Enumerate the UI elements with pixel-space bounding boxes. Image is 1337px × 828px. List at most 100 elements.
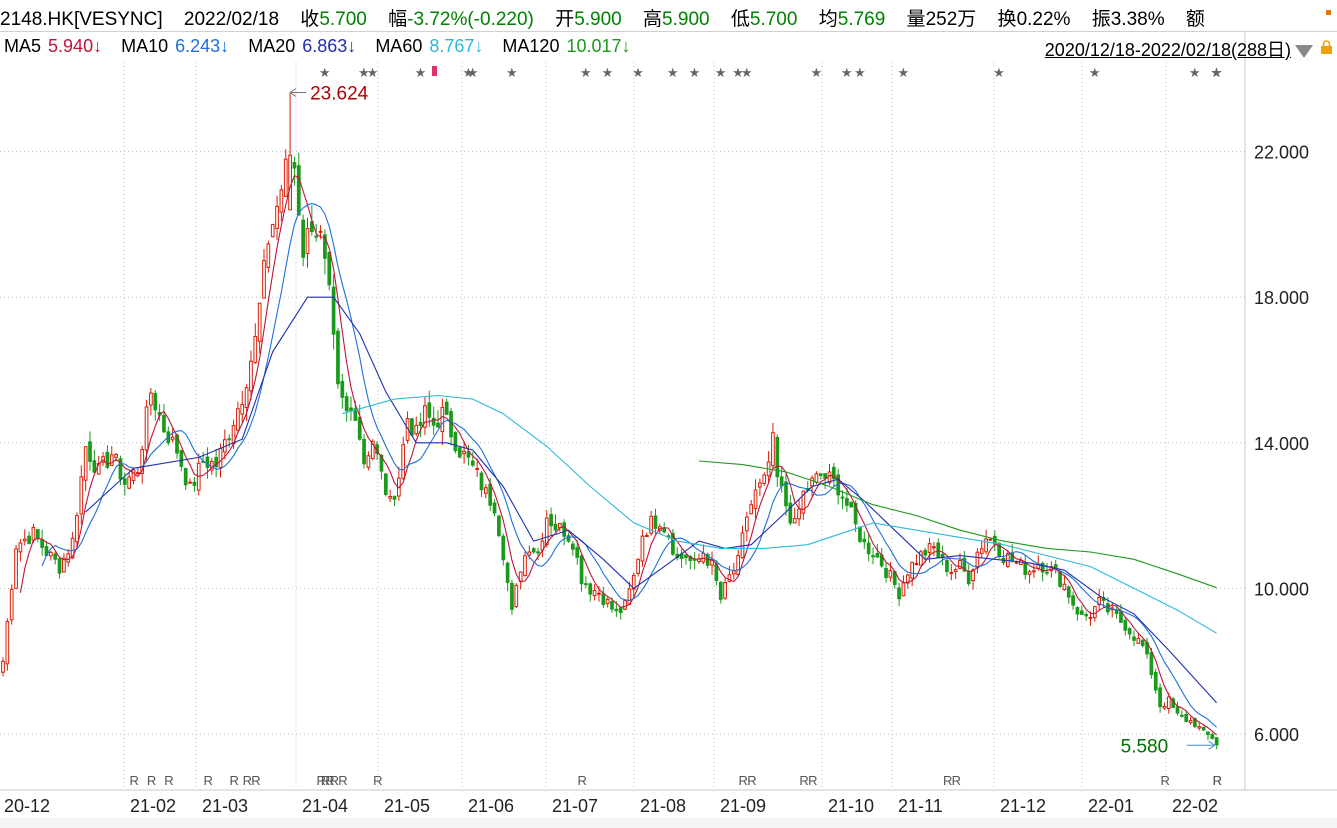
- candle-body: [792, 517, 797, 524]
- candle-body: [566, 535, 571, 542]
- overflow-indicator-icon: [1326, 10, 1331, 15]
- x-tick-label: 21-10: [828, 796, 874, 816]
- candle-body: [718, 581, 723, 600]
- candle-body: [462, 450, 466, 455]
- r-marker: R: [330, 773, 339, 788]
- candle-body: [427, 402, 432, 418]
- candle-body: [610, 601, 614, 610]
- candle-body: [788, 502, 793, 524]
- ma5-line: [19, 174, 1217, 736]
- triangle-down-icon[interactable]: [1295, 44, 1313, 58]
- candle-body: [292, 161, 297, 169]
- candle-body: [627, 588, 632, 605]
- r-marker: R: [747, 773, 756, 788]
- x-tick-label: 21-12: [1000, 796, 1046, 816]
- low-value: 5.700: [749, 9, 798, 30]
- candle-body: [1058, 571, 1062, 587]
- candle-body: [88, 441, 92, 462]
- r-marker: R: [739, 773, 748, 788]
- candle-body: [18, 542, 23, 553]
- candle-body: [331, 286, 336, 335]
- date-range-label[interactable]: 2020/12/18-2022/02/18(288日): [1044, 40, 1291, 60]
- candle-body: [1084, 614, 1088, 617]
- candle-body: [423, 405, 427, 428]
- candle-body: [453, 432, 458, 452]
- candle-body: [444, 401, 449, 415]
- candle-body: [440, 406, 445, 433]
- y-tick-label: 10.000: [1254, 579, 1309, 599]
- ma5-value: 5.940↓: [48, 36, 103, 56]
- candle-body: [249, 360, 253, 392]
- volume-value: 252万: [925, 9, 977, 30]
- candle-body: [205, 456, 210, 468]
- x-tick-label: 21-07: [552, 796, 598, 816]
- candle-body: [779, 476, 784, 487]
- quote-header: 2148.HK[VESYNC] 2022/02/18 收5.700 幅-3.72…: [0, 4, 1205, 30]
- candle-body: [353, 408, 358, 421]
- lock-icon[interactable]: [1320, 40, 1333, 54]
- candle-body: [945, 559, 949, 573]
- candle-body: [544, 517, 549, 546]
- candle-body: [840, 496, 845, 499]
- candle-body: [553, 523, 558, 531]
- candle-body: [149, 392, 153, 406]
- candle-body: [418, 421, 423, 427]
- candle-body: [562, 522, 566, 537]
- candle-body: [579, 555, 584, 585]
- candle-body: [31, 526, 36, 541]
- star-icon: ★: [462, 66, 474, 81]
- ma120-label: MA120: [502, 36, 560, 56]
- star-icon: ★: [602, 66, 614, 81]
- candle-body: [305, 227, 310, 255]
- date-range-selector[interactable]: 2020/12/18-2022/02/18(288日): [1045, 36, 1313, 62]
- candle-body: [75, 515, 79, 543]
- candle-body: [914, 562, 919, 565]
- star-icon: ★: [810, 66, 822, 81]
- candle-body: [814, 473, 819, 483]
- candle-body: [35, 529, 40, 539]
- candle-body: [288, 154, 292, 211]
- candle-body: [327, 251, 332, 286]
- y-tick-label: 6.000: [1254, 725, 1299, 745]
- candle-body: [849, 501, 854, 508]
- candle-body: [818, 473, 823, 477]
- candle-body: [227, 438, 232, 441]
- candle-body: [357, 416, 362, 440]
- candle-body: [723, 581, 727, 599]
- turnover-label: 换: [997, 9, 1017, 30]
- open-label: 开: [555, 9, 575, 30]
- star-icon: ★: [732, 66, 744, 81]
- candle-body: [549, 513, 553, 527]
- candle-body: [1045, 571, 1049, 574]
- candle-body: [401, 444, 406, 479]
- star-icon: ★: [1211, 66, 1223, 81]
- candle-body: [775, 436, 780, 478]
- candle-body: [588, 583, 593, 595]
- candle-body: [1, 660, 5, 673]
- candle-body: [1075, 607, 1080, 615]
- ma60-value: 8.767↓: [429, 36, 484, 56]
- candle-body: [584, 583, 588, 586]
- avg-label: 均: [818, 9, 838, 30]
- candle-body: [127, 476, 131, 489]
- turnover-value: 0.22%: [1016, 9, 1071, 30]
- candle-body: [131, 469, 136, 481]
- candle-body: [1014, 561, 1019, 564]
- candle-body: [1210, 733, 1215, 739]
- r-marker: R: [164, 773, 173, 788]
- candle-body: [1188, 719, 1193, 724]
- candle-body: [70, 537, 75, 559]
- ma10-value: 6.243↓: [175, 36, 230, 56]
- candle-body: [919, 551, 923, 566]
- candle-body: [5, 621, 10, 665]
- amount-label: 额: [1185, 9, 1205, 30]
- candle-body: [753, 489, 758, 509]
- candle-body: [749, 504, 754, 515]
- star-icon: ★: [667, 66, 679, 81]
- r-marker: R: [943, 773, 952, 788]
- star-icon: ★: [580, 66, 592, 81]
- candle-body: [505, 562, 510, 583]
- star-icon: ★: [1211, 66, 1223, 81]
- candle-body: [531, 548, 536, 553]
